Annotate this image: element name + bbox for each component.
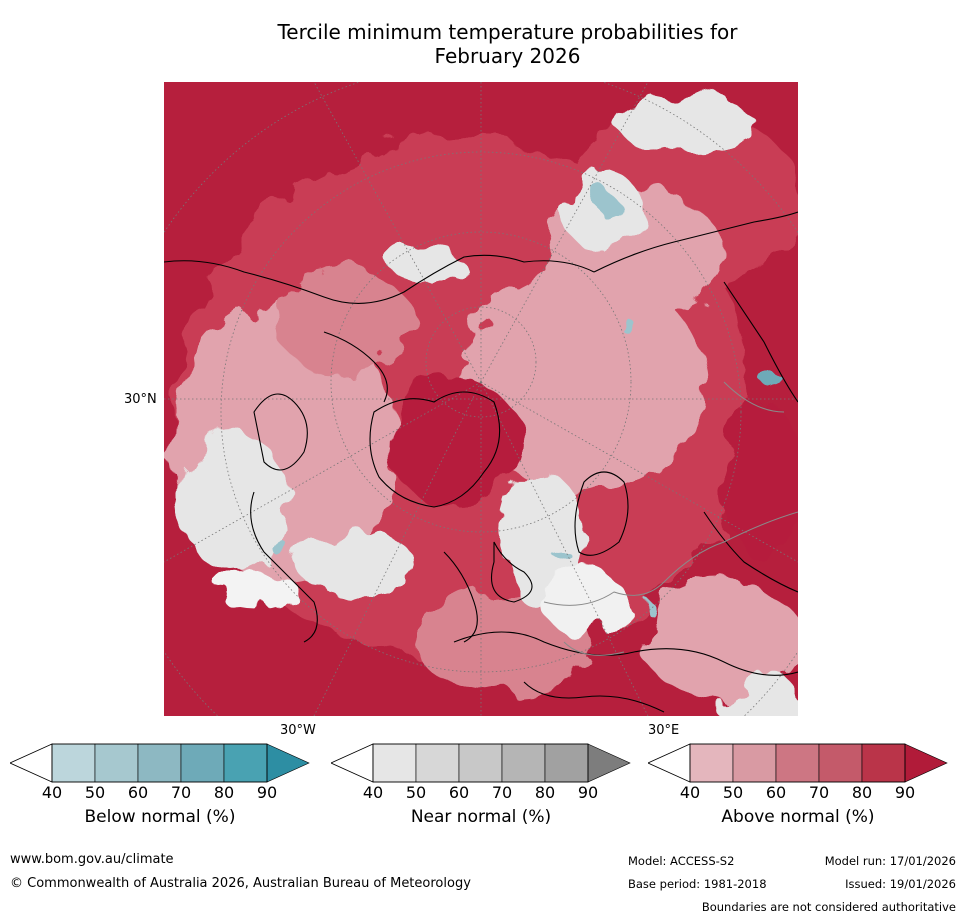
below-swatch-low-arrow [10,743,53,783]
above-swatch-low-arrow [648,743,691,783]
below-tick-1: 50 [84,783,106,802]
near-tick-2: 60 [448,783,470,802]
footer-issued: Issued: 19/01/2026 [845,877,956,891]
coastlines [164,211,798,713]
below-swatch-3 [180,743,225,783]
near-swatch-low-arrow [331,743,374,783]
country-borders [543,381,798,656]
polar-map [164,82,798,716]
near-swatch-3 [501,743,546,783]
above-swatch-3 [818,743,863,783]
near-tick-1: 50 [405,783,427,802]
colorbar-below-swatches [10,743,310,783]
lon-label-30w: 30°W [280,723,316,738]
colorbar-above-swatches [648,743,948,783]
below-label: Below normal (%) [84,807,236,827]
below-swatch-0 [51,743,96,783]
greenland-outline [369,391,501,508]
below-swatch-4 [223,743,268,783]
below-swatch-2 [137,743,182,783]
above-tick-2: 60 [765,783,787,802]
chart-title: Tercile minimum temperature probabilitie… [160,20,855,68]
above-swatch-1 [732,743,777,783]
near-tick-3: 70 [491,783,513,802]
footer-copyright: © Commonwealth of Australia 2026, Austra… [10,876,471,891]
colorbar-below-normal: 40 50 60 70 80 90 Below normal (%) [10,743,310,853]
near-tick-5: 90 [577,783,599,802]
near-swatch-5 [587,743,631,783]
below-tick-5: 90 [256,783,278,802]
colorbar-above-normal: 40 50 60 70 80 90 Above normal (%) [648,743,948,853]
title-line-1: Tercile minimum temperature probabilitie… [277,20,738,44]
below-swatch-1 [94,743,139,783]
above-label: Above normal (%) [721,807,875,827]
colorbar-near-swatches [331,743,631,783]
near-swatch-4 [544,743,589,783]
above-swatch-0 [689,743,734,783]
above-ticks: 40 50 60 70 80 90 [648,783,948,803]
map-canvas [164,82,798,716]
near-ticks: 40 50 60 70 80 90 [331,783,631,803]
below-tick-4: 80 [213,783,235,802]
colorbar-near-normal: 40 50 60 70 80 90 Near normal (%) [331,743,631,853]
above-swatch-2 [775,743,820,783]
above-tick-5: 90 [894,783,916,802]
lat-label-30n: 30°N [124,392,157,407]
lon-label-30e: 30°E [648,723,680,738]
near-label: Near normal (%) [410,807,552,827]
above-tick-0: 40 [679,783,701,802]
below-tick-0: 40 [41,783,63,802]
above-tick-3: 70 [808,783,830,802]
near-swatch-0 [372,743,417,783]
below-tick-3: 70 [170,783,192,802]
above-swatch-4 [861,743,906,783]
near-tick-4: 80 [534,783,556,802]
below-swatch-5 [266,743,310,783]
title-line-2: February 2026 [434,44,581,68]
footer-base-period: Base period: 1981-2018 [628,877,767,891]
footer-model-run: Model run: 17/01/2026 [824,854,956,868]
above-swatch-5 [904,743,948,783]
above-tick-4: 80 [851,783,873,802]
near-swatch-2 [458,743,503,783]
near-swatch-1 [415,743,460,783]
below-tick-2: 60 [127,783,149,802]
footer-disclaimer: Boundaries are not considered authoritat… [701,900,956,914]
below-ticks: 40 50 60 70 80 90 [10,783,310,803]
graticule [164,82,798,716]
above-tick-1: 50 [722,783,744,802]
footer-url[interactable]: www.bom.gov.au/climate [10,852,174,867]
probability-field [174,97,798,716]
near-tick-0: 40 [362,783,384,802]
footer-model: Model: ACCESS-S2 [628,854,735,868]
